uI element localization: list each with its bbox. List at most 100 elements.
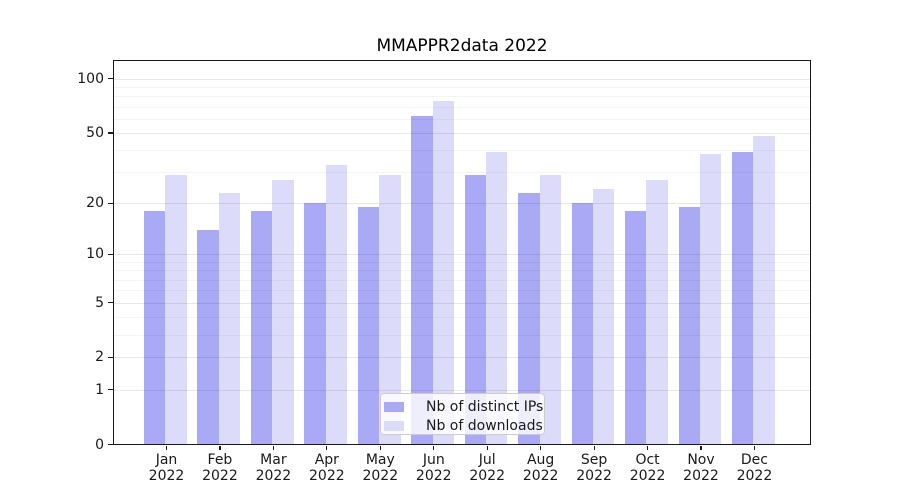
legend-swatch-distinct-ips: [384, 402, 404, 412]
gridline-minor: [113, 150, 811, 152]
x-tick: [326, 445, 328, 450]
gridline-minor: [113, 87, 811, 89]
bar-downloads: [379, 174, 401, 445]
x-tick-month: Jun: [422, 451, 445, 468]
y-tick: [108, 78, 113, 80]
x-tick: [646, 445, 649, 450]
gridline-minor: [113, 106, 811, 108]
x-tick-month: Nov: [687, 451, 715, 468]
x-tick: [165, 445, 168, 450]
x-tick-label: Dec 2022: [722, 452, 786, 484]
bar-distinct-ips: [678, 207, 700, 445]
x-tick: [272, 445, 274, 450]
plot-area: [113, 60, 811, 445]
y-tick-label: 20: [86, 195, 104, 212]
gridline-major: [113, 132, 811, 134]
x-tick-year: 2022: [522, 467, 559, 484]
bar-distinct-ips: [250, 211, 273, 445]
bar-downloads: [486, 152, 508, 445]
y-tick: [108, 253, 113, 256]
x-tick-month: Feb: [207, 451, 233, 468]
bar-distinct-ips: [625, 211, 647, 445]
bar-downloads: [753, 136, 775, 445]
y-tick-label: 1: [95, 381, 104, 398]
bar-downloads: [165, 174, 187, 445]
x-tick-label: Nov 2022: [669, 452, 733, 484]
x-tick-year: 2022: [255, 467, 292, 484]
x-tick-month: Dec: [740, 451, 768, 468]
y-tick-label: 100: [77, 70, 104, 87]
x-tick-year: 2022: [202, 467, 238, 484]
bar-downloads: [272, 180, 294, 445]
x-tick-month: Oct: [635, 451, 660, 468]
x-tick: [540, 445, 542, 450]
legend: Nb of distinct IPs Nb of downloads: [380, 393, 545, 435]
y-tick: [108, 132, 113, 134]
bar-distinct-ips: [304, 203, 326, 445]
x-tick: [700, 445, 702, 450]
bar-downloads: [593, 189, 615, 445]
legend-item-distinct-ips: Nb of distinct IPs: [384, 399, 544, 415]
bar-distinct-ips: [731, 152, 754, 445]
x-tick: [593, 445, 595, 450]
x-tick-month: Aug: [526, 451, 555, 468]
x-tick-year: 2022: [148, 467, 185, 484]
x-tick-label: Feb 2022: [188, 452, 252, 484]
legend-label-downloads: Nb of downloads: [426, 418, 543, 434]
x-tick: [379, 445, 381, 450]
y-tick-label: 10: [86, 246, 104, 263]
bar-distinct-ips: [411, 116, 433, 445]
x-tick-label: Oct 2022: [616, 452, 680, 484]
y-tick: [108, 356, 113, 359]
bar-distinct-ips: [518, 192, 540, 445]
x-tick-year: 2022: [415, 467, 452, 484]
bar-distinct-ips: [571, 203, 593, 445]
x-tick-year: 2022: [576, 467, 612, 484]
legend-swatch-downloads: [384, 421, 404, 431]
gridline-minor: [113, 118, 811, 120]
x-tick: [486, 445, 488, 450]
x-tick-year: 2022: [469, 467, 505, 484]
x-tick-month: May: [365, 451, 395, 468]
x-tick: [753, 445, 756, 450]
x-tick-label: Jul 2022: [455, 452, 519, 484]
x-tick-month: Sep: [580, 451, 608, 468]
y-tick-label: 2: [95, 349, 104, 366]
y-tick-label: 5: [95, 294, 104, 311]
x-tick-label: Mar 2022: [241, 452, 305, 484]
x-tick-label: Sep 2022: [562, 452, 626, 484]
x-tick-month: Jul: [478, 451, 496, 468]
x-tick-label: Jan 2022: [135, 452, 199, 484]
bar-downloads: [432, 101, 455, 445]
y-tick: [108, 388, 113, 391]
x-tick-year: 2022: [683, 467, 719, 484]
bar-distinct-ips: [197, 229, 219, 445]
bar-distinct-ips: [144, 211, 166, 445]
chart-title: MMAPPR2data 2022: [376, 36, 548, 56]
gridline-minor: [113, 96, 811, 98]
x-tick-year: 2022: [629, 467, 666, 484]
x-tick-year: 2022: [736, 467, 773, 484]
x-tick-month: Apr: [314, 451, 339, 468]
x-tick: [433, 445, 435, 450]
x-tick-label: Apr 2022: [295, 452, 359, 484]
x-tick-label: Aug 2022: [509, 452, 573, 484]
x-tick-month: Jan: [155, 451, 178, 468]
y-tick: [108, 202, 113, 204]
y-tick: [108, 443, 113, 446]
x-tick-year: 2022: [309, 467, 345, 484]
bar-downloads: [699, 154, 722, 445]
y-tick-label: 0: [95, 436, 104, 453]
x-tick: [219, 445, 221, 450]
x-tick-month: Mar: [260, 451, 287, 468]
bar-downloads: [325, 165, 348, 445]
legend-label-distinct-ips: Nb of distinct IPs: [426, 399, 544, 415]
gridline-major: [113, 78, 811, 80]
bar-distinct-ips: [464, 174, 487, 445]
x-tick-label: Jun 2022: [402, 452, 466, 484]
x-tick-year: 2022: [362, 467, 399, 484]
bar-downloads: [646, 180, 668, 445]
bar-distinct-ips: [357, 207, 380, 445]
bar-downloads: [539, 174, 561, 445]
